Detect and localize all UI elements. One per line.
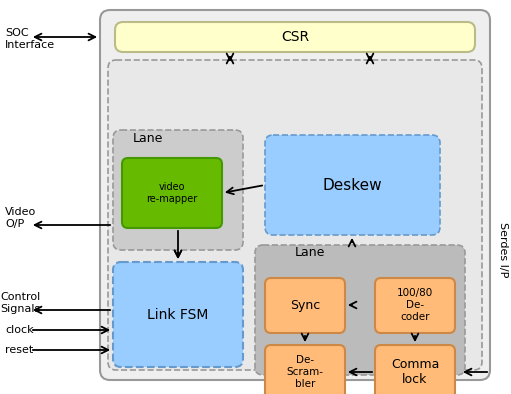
FancyBboxPatch shape xyxy=(108,60,482,370)
FancyBboxPatch shape xyxy=(122,158,222,228)
Text: Lane: Lane xyxy=(295,245,325,258)
FancyBboxPatch shape xyxy=(265,345,345,394)
Text: Video
O/P: Video O/P xyxy=(5,207,36,229)
FancyBboxPatch shape xyxy=(113,262,243,367)
Text: Sync: Sync xyxy=(290,299,320,312)
Text: Deskew: Deskew xyxy=(322,178,382,193)
Text: CSR: CSR xyxy=(281,30,309,44)
Text: video
re-mapper: video re-mapper xyxy=(146,182,198,204)
FancyBboxPatch shape xyxy=(375,345,455,394)
Text: Serdes I/P: Serdes I/P xyxy=(498,222,508,278)
Text: Comma
lock: Comma lock xyxy=(391,358,439,386)
FancyBboxPatch shape xyxy=(375,278,455,333)
FancyBboxPatch shape xyxy=(113,130,243,250)
Text: Control
Signals: Control Signals xyxy=(0,292,40,314)
Text: Lane: Lane xyxy=(133,132,163,145)
Text: Link FSM: Link FSM xyxy=(147,308,208,322)
FancyBboxPatch shape xyxy=(265,135,440,235)
Text: reset: reset xyxy=(5,345,33,355)
FancyBboxPatch shape xyxy=(100,10,490,380)
FancyBboxPatch shape xyxy=(255,245,465,375)
FancyBboxPatch shape xyxy=(115,22,475,52)
Text: 100/80
De-
coder: 100/80 De- coder xyxy=(397,288,433,322)
Text: clock: clock xyxy=(5,325,34,335)
Text: SOC
Interface: SOC Interface xyxy=(5,28,55,50)
Text: De-
Scram-
bler: De- Scram- bler xyxy=(287,355,323,388)
FancyBboxPatch shape xyxy=(265,278,345,333)
